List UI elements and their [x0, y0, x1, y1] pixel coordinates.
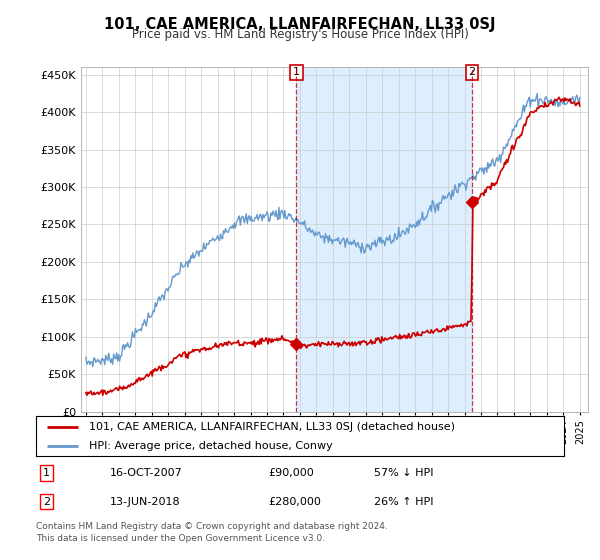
Text: 16-OCT-2007: 16-OCT-2007 [110, 468, 182, 478]
Text: £280,000: £280,000 [268, 497, 321, 507]
Text: Price paid vs. HM Land Registry's House Price Index (HPI): Price paid vs. HM Land Registry's House … [131, 28, 469, 41]
Text: Contains HM Land Registry data © Crown copyright and database right 2024.
This d: Contains HM Land Registry data © Crown c… [36, 522, 388, 543]
Text: 57% ↓ HPI: 57% ↓ HPI [374, 468, 433, 478]
Text: 2: 2 [43, 497, 50, 507]
Bar [296, 67, 472, 412]
Text: 1: 1 [43, 468, 50, 478]
Text: 13-JUN-2018: 13-JUN-2018 [110, 497, 181, 507]
Text: HPI: Average price, detached house, Conwy: HPI: Average price, detached house, Conw… [89, 441, 332, 451]
Text: 26% ↑ HPI: 26% ↑ HPI [374, 497, 433, 507]
Text: £90,000: £90,000 [268, 468, 314, 478]
Text: 2: 2 [469, 67, 476, 77]
Text: 1: 1 [293, 67, 300, 77]
Text: 101, CAE AMERICA, LLANFAIRFECHAN, LL33 0SJ: 101, CAE AMERICA, LLANFAIRFECHAN, LL33 0… [104, 17, 496, 32]
Text: 101, CAE AMERICA, LLANFAIRFECHAN, LL33 0SJ (detached house): 101, CAE AMERICA, LLANFAIRFECHAN, LL33 0… [89, 422, 455, 432]
